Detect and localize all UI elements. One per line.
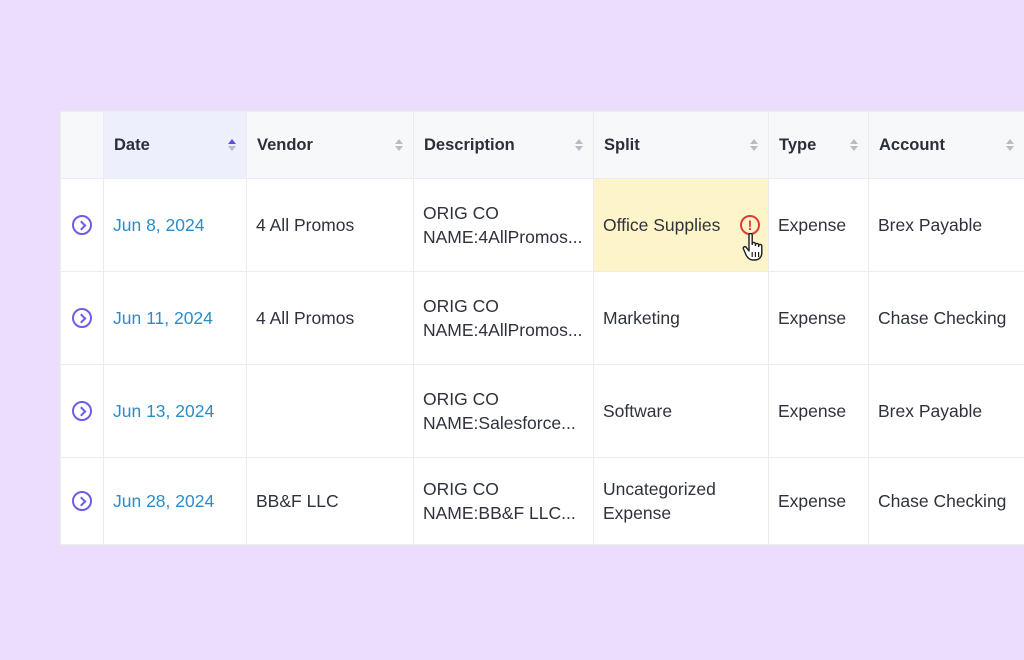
- table-row[interactable]: Jun 8, 2024 4 All Promos ORIG CO NAME:4A…: [60, 178, 1024, 272]
- description-line2: NAME:4AllPromos...: [423, 227, 583, 247]
- type-cell[interactable]: Expense: [768, 457, 869, 545]
- description-cell[interactable]: ORIG CO NAME:Salesforce...: [413, 364, 594, 458]
- description-cell[interactable]: ORIG CO NAME:4AllPromos...: [413, 178, 594, 272]
- split-cell[interactable]: Marketing: [593, 271, 769, 365]
- account-cell[interactable]: Brex Payable: [868, 364, 1024, 458]
- type-cell[interactable]: Expense: [768, 271, 869, 365]
- sort-icon[interactable]: [850, 139, 858, 151]
- description-line1: ORIG CO: [423, 389, 499, 409]
- header-type-label: Type: [779, 135, 817, 154]
- sort-icon[interactable]: [750, 139, 758, 151]
- table-row[interactable]: Jun 28, 2024 BB&F LLC ORIG CO NAME:BB&F …: [60, 457, 1024, 545]
- date-link[interactable]: Jun 13, 2024: [113, 401, 215, 421]
- header-expand: [60, 111, 104, 179]
- sort-icon[interactable]: [1006, 139, 1014, 151]
- header-split-label: Split: [604, 135, 640, 154]
- date-link[interactable]: Jun 11, 2024: [113, 308, 213, 328]
- date-cell[interactable]: Jun 8, 2024: [103, 178, 247, 272]
- description-line1: ORIG CO: [423, 203, 499, 223]
- header-account[interactable]: Account: [868, 111, 1024, 179]
- split-line2: Expense: [603, 503, 672, 523]
- expand-cell[interactable]: [60, 271, 104, 365]
- vendor-cell[interactable]: 4 All Promos: [246, 178, 414, 272]
- header-date-label: Date: [114, 135, 150, 154]
- account-cell[interactable]: Brex Payable: [868, 178, 1024, 272]
- description-cell[interactable]: ORIG CO NAME:BB&F LLC...: [413, 457, 594, 545]
- split-text: Marketing: [603, 308, 680, 328]
- vendor-text: 4 All Promos: [256, 308, 355, 328]
- type-text: Expense: [778, 491, 847, 511]
- header-vendor-label: Vendor: [257, 135, 313, 154]
- expand-cell[interactable]: [60, 457, 104, 545]
- date-cell[interactable]: Jun 13, 2024: [103, 364, 247, 458]
- description-line2: NAME:4AllPromos...: [423, 320, 583, 340]
- split-text: Office Supplies: [603, 214, 721, 235]
- transactions-table: Date Vendor Description Split Type Accou…: [60, 111, 1024, 545]
- sort-asc-icon[interactable]: [228, 139, 236, 151]
- sort-icon[interactable]: [395, 139, 403, 151]
- vendor-text: 4 All Promos: [256, 215, 355, 235]
- account-text: Brex Payable: [878, 401, 983, 421]
- type-cell[interactable]: Expense: [768, 178, 869, 272]
- header-account-label: Account: [879, 135, 945, 154]
- table-header-row: Date Vendor Description Split Type Accou…: [60, 111, 1024, 179]
- split-line1: Uncategorized: [603, 479, 716, 499]
- vendor-cell[interactable]: BB&F LLC: [246, 457, 414, 545]
- type-text: Expense: [778, 308, 847, 328]
- date-link[interactable]: Jun 8, 2024: [113, 215, 205, 235]
- description-cell[interactable]: ORIG CO NAME:4AllPromos...: [413, 271, 594, 365]
- account-cell[interactable]: Chase Checking: [868, 457, 1024, 545]
- chevron-right-circle-icon[interactable]: [72, 491, 92, 511]
- date-cell[interactable]: Jun 11, 2024: [103, 271, 247, 365]
- split-cell[interactable]: Uncategorized Expense: [593, 457, 769, 545]
- chevron-right-circle-icon[interactable]: [72, 308, 92, 328]
- description-line2: NAME:BB&F LLC...: [423, 503, 576, 523]
- vendor-cell[interactable]: [246, 364, 414, 458]
- account-text: Chase Checking: [878, 491, 1007, 511]
- chevron-right-circle-icon[interactable]: [72, 215, 92, 235]
- description-line1: ORIG CO: [423, 479, 499, 499]
- type-cell[interactable]: Expense: [768, 364, 869, 458]
- header-vendor[interactable]: Vendor: [246, 111, 414, 179]
- header-description-label: Description: [424, 135, 515, 154]
- date-cell[interactable]: Jun 28, 2024: [103, 457, 247, 545]
- sort-icon[interactable]: [575, 139, 583, 151]
- expand-cell[interactable]: [60, 364, 104, 458]
- split-text: Software: [603, 401, 673, 421]
- header-date[interactable]: Date: [103, 111, 247, 179]
- transactions-table-container: Date Vendor Description Split Type Accou…: [60, 111, 1024, 545]
- description-line2: NAME:Salesforce...: [423, 413, 576, 433]
- date-link[interactable]: Jun 28, 2024: [113, 491, 215, 511]
- type-text: Expense: [778, 401, 847, 421]
- expand-cell[interactable]: [60, 178, 104, 272]
- header-type[interactable]: Type: [768, 111, 869, 179]
- header-description[interactable]: Description: [413, 111, 594, 179]
- vendor-text: BB&F LLC: [256, 491, 339, 511]
- description-line1: ORIG CO: [423, 296, 499, 316]
- vendor-cell[interactable]: 4 All Promos: [246, 271, 414, 365]
- account-cell[interactable]: Chase Checking: [868, 271, 1024, 365]
- header-split[interactable]: Split: [593, 111, 769, 179]
- table-row[interactable]: Jun 13, 2024 ORIG CO NAME:Salesforce... …: [60, 364, 1024, 458]
- account-text: Brex Payable: [878, 215, 983, 235]
- split-cell-highlighted[interactable]: Office Supplies !: [593, 178, 769, 272]
- account-text: Chase Checking: [878, 308, 1007, 328]
- type-text: Expense: [778, 215, 847, 235]
- hand-pointer-icon: [742, 233, 763, 261]
- exclamation-circle-icon[interactable]: !: [740, 215, 760, 235]
- split-cell[interactable]: Software: [593, 364, 769, 458]
- table-row[interactable]: Jun 11, 2024 4 All Promos ORIG CO NAME:4…: [60, 271, 1024, 365]
- chevron-right-circle-icon[interactable]: [72, 401, 92, 421]
